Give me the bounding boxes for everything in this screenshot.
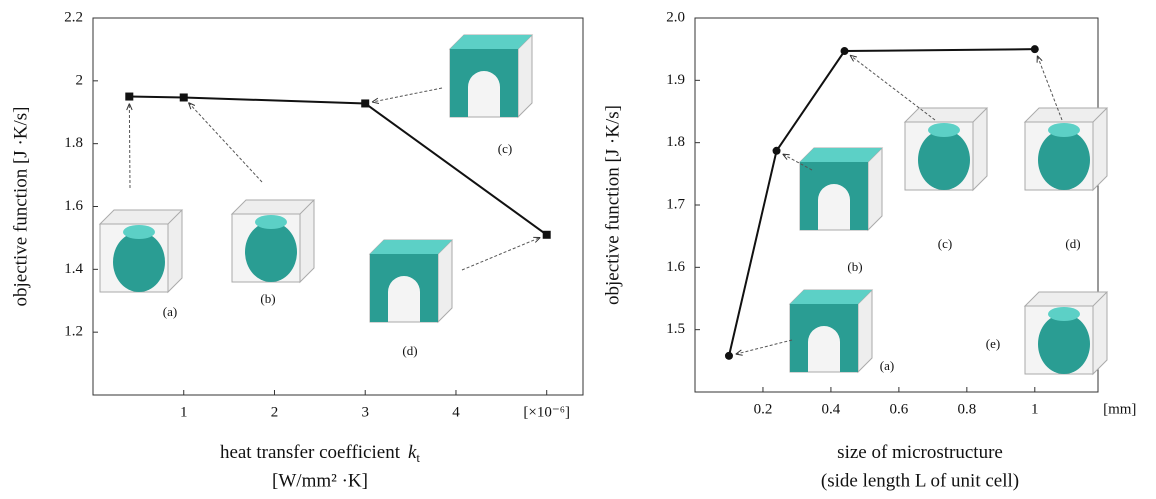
data-point xyxy=(180,93,188,101)
y-tick-label: 1.7 xyxy=(666,196,685,212)
data-point xyxy=(725,352,733,360)
y-tick-label: 1.6 xyxy=(64,198,83,214)
x-tick-label: 1 xyxy=(180,404,188,420)
arrow-head xyxy=(533,237,540,242)
y-axis-label: objective function [J ·K/s] xyxy=(10,107,31,307)
x-tick-label: 4 xyxy=(452,404,460,420)
structure-top xyxy=(450,35,532,49)
structure xyxy=(245,222,297,282)
structure-top xyxy=(370,240,452,254)
x-tick-label: 0.2 xyxy=(754,401,773,417)
x-axis-label-text: heat transfer coefficient xyxy=(220,442,401,463)
annotation-arrow xyxy=(850,55,935,120)
microstructure-image xyxy=(905,108,987,190)
figure: 1.2 1.4 1.6 1.8 2 2.2 1 2 3 4 [×10⁻⁶] objective fun… xyxy=(0,0,1156,499)
x-tick-label: 0.8 xyxy=(957,401,976,417)
microstructure-image xyxy=(100,210,182,292)
structure-top xyxy=(800,148,882,162)
x-axis-label: size of microstructure xyxy=(837,442,1003,463)
x-tick-label: 2 xyxy=(271,404,279,420)
structure xyxy=(918,130,970,190)
y-tick-label: 1.2 xyxy=(64,324,83,340)
annotation-label: (b) xyxy=(260,291,275,306)
structure-top xyxy=(1048,307,1080,321)
structure-top xyxy=(255,215,287,229)
x-tick-label: [×10⁻⁶] xyxy=(523,404,570,420)
structure-top xyxy=(790,290,872,304)
microstructure-image xyxy=(232,200,314,282)
x-tick-label: 1 xyxy=(1031,401,1039,417)
annotation-label: (d) xyxy=(1065,236,1080,251)
annotation-arrow xyxy=(736,340,792,354)
x-axis-label-text: size of microstructure xyxy=(837,442,1003,463)
y-tick-label: 2.0 xyxy=(666,9,685,25)
annotation-label: (c) xyxy=(498,141,512,156)
annotation-arrow xyxy=(129,104,130,188)
data-point xyxy=(1031,45,1039,53)
microstructure-image xyxy=(450,35,532,117)
annotation-label: (a) xyxy=(163,304,177,319)
y-tick-label: 1.4 xyxy=(64,261,83,277)
x-tick-label: 0.6 xyxy=(890,401,909,417)
data-point xyxy=(125,93,133,101)
structure xyxy=(1038,130,1090,190)
annotation-label: (b) xyxy=(847,259,862,274)
y-tick-label: 2 xyxy=(76,72,84,88)
annotation-arrow xyxy=(188,103,262,182)
y-tick-label: 1.9 xyxy=(666,72,685,88)
x-axis-units: [W/mm² ·K] xyxy=(272,470,368,491)
y-tick-label: 1.6 xyxy=(666,259,685,275)
y-tick-label: 1.8 xyxy=(64,135,83,151)
annotation-label: (c) xyxy=(938,236,952,251)
x-tick-label: [mm] xyxy=(1103,401,1136,417)
x-tick-label: 0.4 xyxy=(822,401,841,417)
annotation-label: (d) xyxy=(402,343,417,358)
annotation-label: (a) xyxy=(880,358,894,373)
annotation-arrow xyxy=(372,88,442,102)
structure-top xyxy=(928,123,960,137)
x-tick-label: 3 xyxy=(361,404,369,420)
data-point xyxy=(361,99,369,107)
annotation-label: (e) xyxy=(986,336,1000,351)
structure-top xyxy=(1048,123,1080,137)
microstructure-image xyxy=(790,290,872,372)
structure-top xyxy=(123,225,155,239)
x-axis-units: (side length L of unit cell) xyxy=(821,470,1019,491)
microstructure-image xyxy=(800,148,882,230)
x-axis-subscript: t xyxy=(416,450,420,465)
structure xyxy=(113,232,165,292)
microstructure-image xyxy=(370,240,452,322)
microstructure-image xyxy=(1025,108,1107,190)
data-point xyxy=(543,231,551,239)
annotation-arrow xyxy=(462,237,540,270)
y-tick-label: 1.5 xyxy=(666,321,685,337)
data-point xyxy=(841,47,849,55)
y-tick-label: 1.8 xyxy=(666,134,685,150)
data-point xyxy=(773,147,781,155)
microstructure-image xyxy=(1025,292,1107,374)
y-axis-label: objective function [J ·K/s] xyxy=(602,105,623,305)
y-tick-label: 2.2 xyxy=(64,9,83,25)
structure xyxy=(1038,314,1090,374)
